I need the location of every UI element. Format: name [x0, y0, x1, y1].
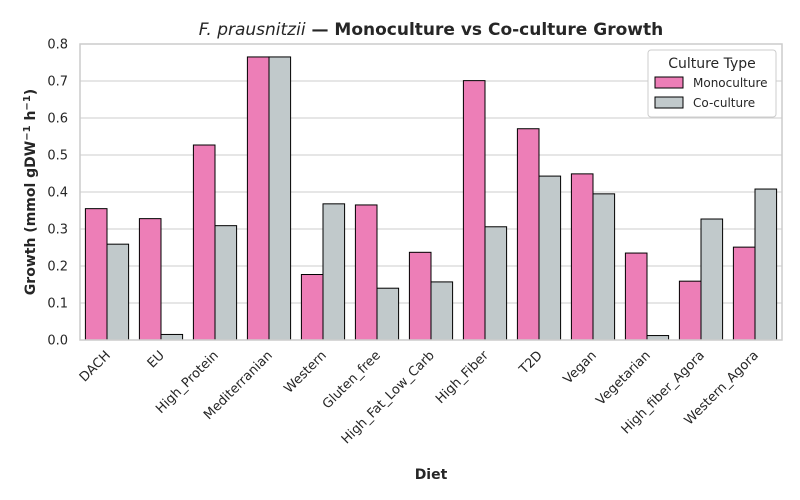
bar-monoculture-high-fat-low-carb — [408, 251, 432, 341]
y-axis-label-main: Growth (mmol gDW — [23, 141, 39, 295]
bar-co-culture-high-fat-low-carb — [430, 281, 454, 341]
bar-monoculture-vegetarian — [624, 252, 648, 341]
y-axis-label-mid: h — [23, 111, 39, 126]
legend: Culture Type Monoculture Co-culture — [647, 49, 777, 118]
title-rest: — Monoculture vs Co-culture Growth — [306, 20, 664, 40]
plot-frame — [79, 43, 783, 341]
bar-monoculture-dach — [84, 208, 108, 341]
y-tick-label: 0.1 — [47, 297, 68, 312]
legend-title: Culture Type — [668, 56, 756, 72]
bar-monoculture-mediterranian — [246, 56, 270, 341]
y-tick-labels: 0.0 0.1 0.2 0.3 0.4 0.5 0.6 0.7 0.8 — [47, 38, 68, 349]
y-tick-label: 0.2 — [47, 260, 68, 275]
y-tick-label: 0.7 — [47, 75, 68, 90]
y-tick-label: 0.0 — [47, 334, 68, 349]
bar-monoculture-high-fiber-agora — [678, 280, 702, 341]
y-tick-label: 0.8 — [47, 38, 68, 53]
y-axis-label-end: ) — [23, 89, 39, 95]
bar-co-culture-gluten-free — [376, 287, 400, 341]
x-tick-label: High_Fiber — [433, 348, 492, 407]
bar-monoculture-high-fiber — [462, 80, 486, 341]
y-axis-label-exp2: −1 — [22, 95, 33, 110]
legend-swatch-co-culture — [654, 96, 684, 109]
bar-monoculture-gluten-free — [354, 204, 378, 341]
y-axis-label-exp1: −1 — [22, 125, 33, 140]
bar-co-culture-t2d — [538, 175, 562, 341]
legend-label-monoculture: Monoculture — [693, 76, 768, 90]
x-axis-label: Diet — [415, 467, 448, 483]
bar-monoculture-t2d — [516, 128, 540, 341]
title-species: F. prausnitzii — [199, 20, 306, 40]
y-tick-label: 0.5 — [47, 149, 68, 164]
bar-co-culture-vegan — [592, 193, 616, 341]
legend-swatch-monoculture — [654, 76, 684, 89]
chart-title: F. prausnitzii — Monoculture vs Co-cultu… — [199, 20, 663, 40]
bar-co-culture-dach — [106, 243, 130, 341]
y-axis-label: Growth (mmol gDW−1 h−1) — [22, 89, 40, 295]
bars — [84, 56, 778, 341]
bar-monoculture-high-protein — [192, 144, 216, 341]
bar-co-culture-mediterranian — [268, 56, 292, 341]
bar-co-culture-high-fiber-agora — [700, 218, 724, 341]
x-tick-label: EU — [145, 348, 168, 371]
y-tick-label: 0.3 — [47, 223, 68, 238]
x-tick-label: T2D — [516, 348, 546, 378]
y-tick-label: 0.4 — [47, 186, 68, 201]
bar-co-culture-western — [322, 203, 346, 341]
bar-monoculture-vegan — [570, 173, 594, 341]
bar-monoculture-western-agora — [732, 246, 756, 341]
x-tick-label: Vegan — [561, 348, 600, 387]
bar-co-culture-western-agora — [754, 188, 778, 341]
bar-co-culture-eu — [160, 333, 184, 341]
y-tick-label: 0.6 — [47, 112, 68, 127]
x-tick-label: DACH — [77, 348, 114, 385]
bar-co-culture-high-fiber — [484, 226, 508, 341]
bar-co-culture-high-protein — [214, 225, 238, 341]
bar-monoculture-eu — [138, 218, 162, 341]
bar-monoculture-western — [300, 274, 324, 341]
x-tick-label: High_Fat_Low_Carb — [339, 348, 438, 447]
legend-label-co-culture: Co-culture — [693, 96, 755, 110]
x-tick-label: Western — [282, 348, 330, 396]
